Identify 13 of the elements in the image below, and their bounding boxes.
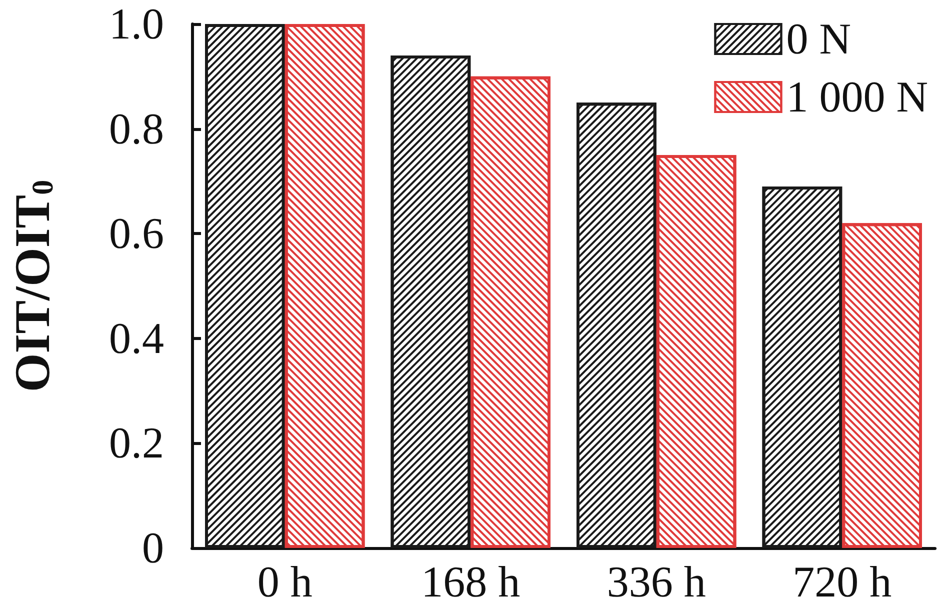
y-tick-label: 0	[142, 524, 164, 572]
legend-label: 1 000 N	[786, 72, 928, 122]
y-tick-label: 0.8	[109, 104, 164, 154]
y-tick-label: 0.2	[109, 418, 164, 468]
y-tick-label: 0.4	[109, 314, 164, 363]
y-axis-title: OIT/OIT0	[4, 180, 60, 392]
x-tick-label: 336 h	[606, 558, 706, 606]
y-tick-label: 1.0	[109, 0, 164, 48]
x-tick-label: 720 h	[792, 558, 892, 606]
y-tick-label: 0.6	[109, 209, 164, 258]
x-tick-label: 0 h	[257, 558, 312, 606]
legend-label: 0 N	[786, 14, 852, 64]
x-tick-label: 168 h	[421, 558, 520, 606]
